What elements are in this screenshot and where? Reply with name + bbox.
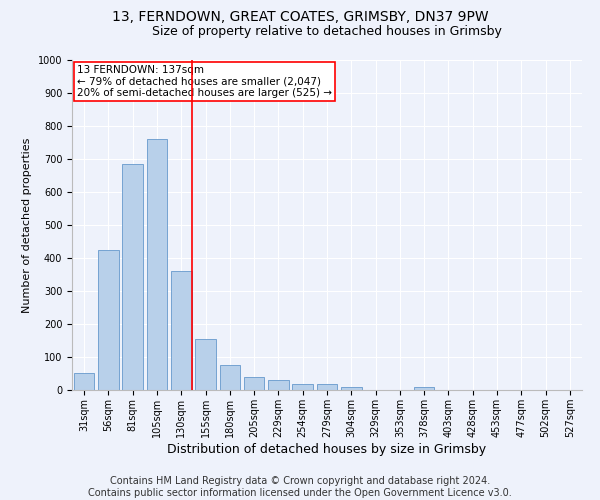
- Bar: [171, 271, 191, 390]
- Bar: [317, 384, 337, 390]
- Bar: [195, 339, 216, 390]
- Bar: [292, 384, 313, 390]
- Bar: [122, 164, 143, 390]
- Text: 13, FERNDOWN, GREAT COATES, GRIMSBY, DN37 9PW: 13, FERNDOWN, GREAT COATES, GRIMSBY, DN3…: [112, 10, 488, 24]
- Y-axis label: Number of detached properties: Number of detached properties: [22, 138, 32, 312]
- Bar: [341, 386, 362, 390]
- Text: Contains HM Land Registry data © Crown copyright and database right 2024.
Contai: Contains HM Land Registry data © Crown c…: [88, 476, 512, 498]
- Bar: [220, 365, 240, 390]
- Bar: [414, 386, 434, 390]
- Text: 13 FERNDOWN: 137sqm
← 79% of detached houses are smaller (2,047)
20% of semi-det: 13 FERNDOWN: 137sqm ← 79% of detached ho…: [77, 65, 332, 98]
- X-axis label: Distribution of detached houses by size in Grimsby: Distribution of detached houses by size …: [167, 442, 487, 456]
- Bar: [244, 377, 265, 390]
- Title: Size of property relative to detached houses in Grimsby: Size of property relative to detached ho…: [152, 25, 502, 38]
- Bar: [98, 250, 119, 390]
- Bar: [268, 380, 289, 390]
- Bar: [146, 139, 167, 390]
- Bar: [74, 373, 94, 390]
